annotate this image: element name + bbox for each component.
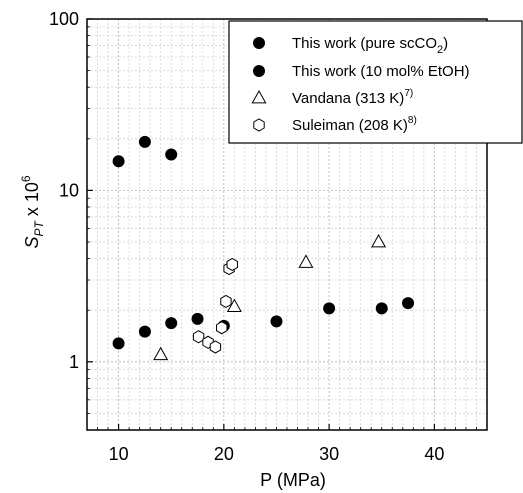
legend-marker-2 bbox=[251, 89, 267, 104]
legend-marker-0 bbox=[253, 37, 265, 49]
data-point-series-2 bbox=[298, 254, 314, 268]
axis-ticks bbox=[87, 18, 488, 430]
x-tick-label: 10 bbox=[109, 444, 129, 464]
x-axis-label: P (MPa) bbox=[260, 470, 326, 490]
data-point-series-3 bbox=[216, 321, 228, 335]
y-axis-label: SPT x 106 bbox=[19, 175, 46, 248]
legend: This work (pure scCO2) This work (10 mol… bbox=[228, 20, 523, 144]
data-point-series-2 bbox=[153, 346, 169, 361]
y-tick-label: 100 bbox=[49, 9, 79, 29]
data-point-series-1 bbox=[138, 135, 151, 148]
data-point-series-0 bbox=[375, 302, 388, 315]
x-tick-label: 40 bbox=[424, 444, 444, 464]
legend-entry-2: Vandana (313 K)7) bbox=[292, 88, 413, 107]
data-point-series-2 bbox=[371, 233, 387, 248]
legend-markers bbox=[251, 37, 267, 132]
data-point-series-0 bbox=[323, 302, 336, 315]
data-point-series-3 bbox=[209, 340, 222, 354]
data-point-series-0 bbox=[165, 317, 178, 330]
x-tick-label: 20 bbox=[214, 444, 234, 464]
data-point-series-2 bbox=[226, 298, 242, 312]
data-point-series-3 bbox=[220, 294, 232, 309]
data-point-series-1 bbox=[112, 155, 125, 168]
legend-marker-1 bbox=[253, 65, 265, 77]
legend-entry-1: This work (10 mol% EtOH) bbox=[292, 63, 470, 80]
data-point-series-0 bbox=[270, 315, 283, 328]
legend-box bbox=[228, 20, 523, 144]
y-tick-label: 10 bbox=[59, 180, 79, 200]
tick-labels: 10 20 30 40 1 10 100 bbox=[49, 9, 444, 464]
data-point-series-0 bbox=[402, 297, 415, 310]
y-tick-label: 1 bbox=[69, 352, 79, 372]
legend-entry-0: This work (pure scCO2) bbox=[292, 35, 448, 56]
data-point-series-3 bbox=[226, 257, 238, 271]
data-point-series-0 bbox=[112, 337, 125, 350]
data-point-series-0 bbox=[138, 325, 151, 338]
legend-marker-3 bbox=[253, 118, 265, 132]
data-points bbox=[112, 135, 415, 361]
data-point-series-0 bbox=[191, 312, 204, 325]
x-tick-label: 30 bbox=[319, 444, 339, 464]
legend-entry-3: Suleiman (208 K)8) bbox=[292, 115, 417, 134]
data-point-series-3 bbox=[192, 330, 205, 344]
data-point-series-1 bbox=[165, 148, 178, 161]
